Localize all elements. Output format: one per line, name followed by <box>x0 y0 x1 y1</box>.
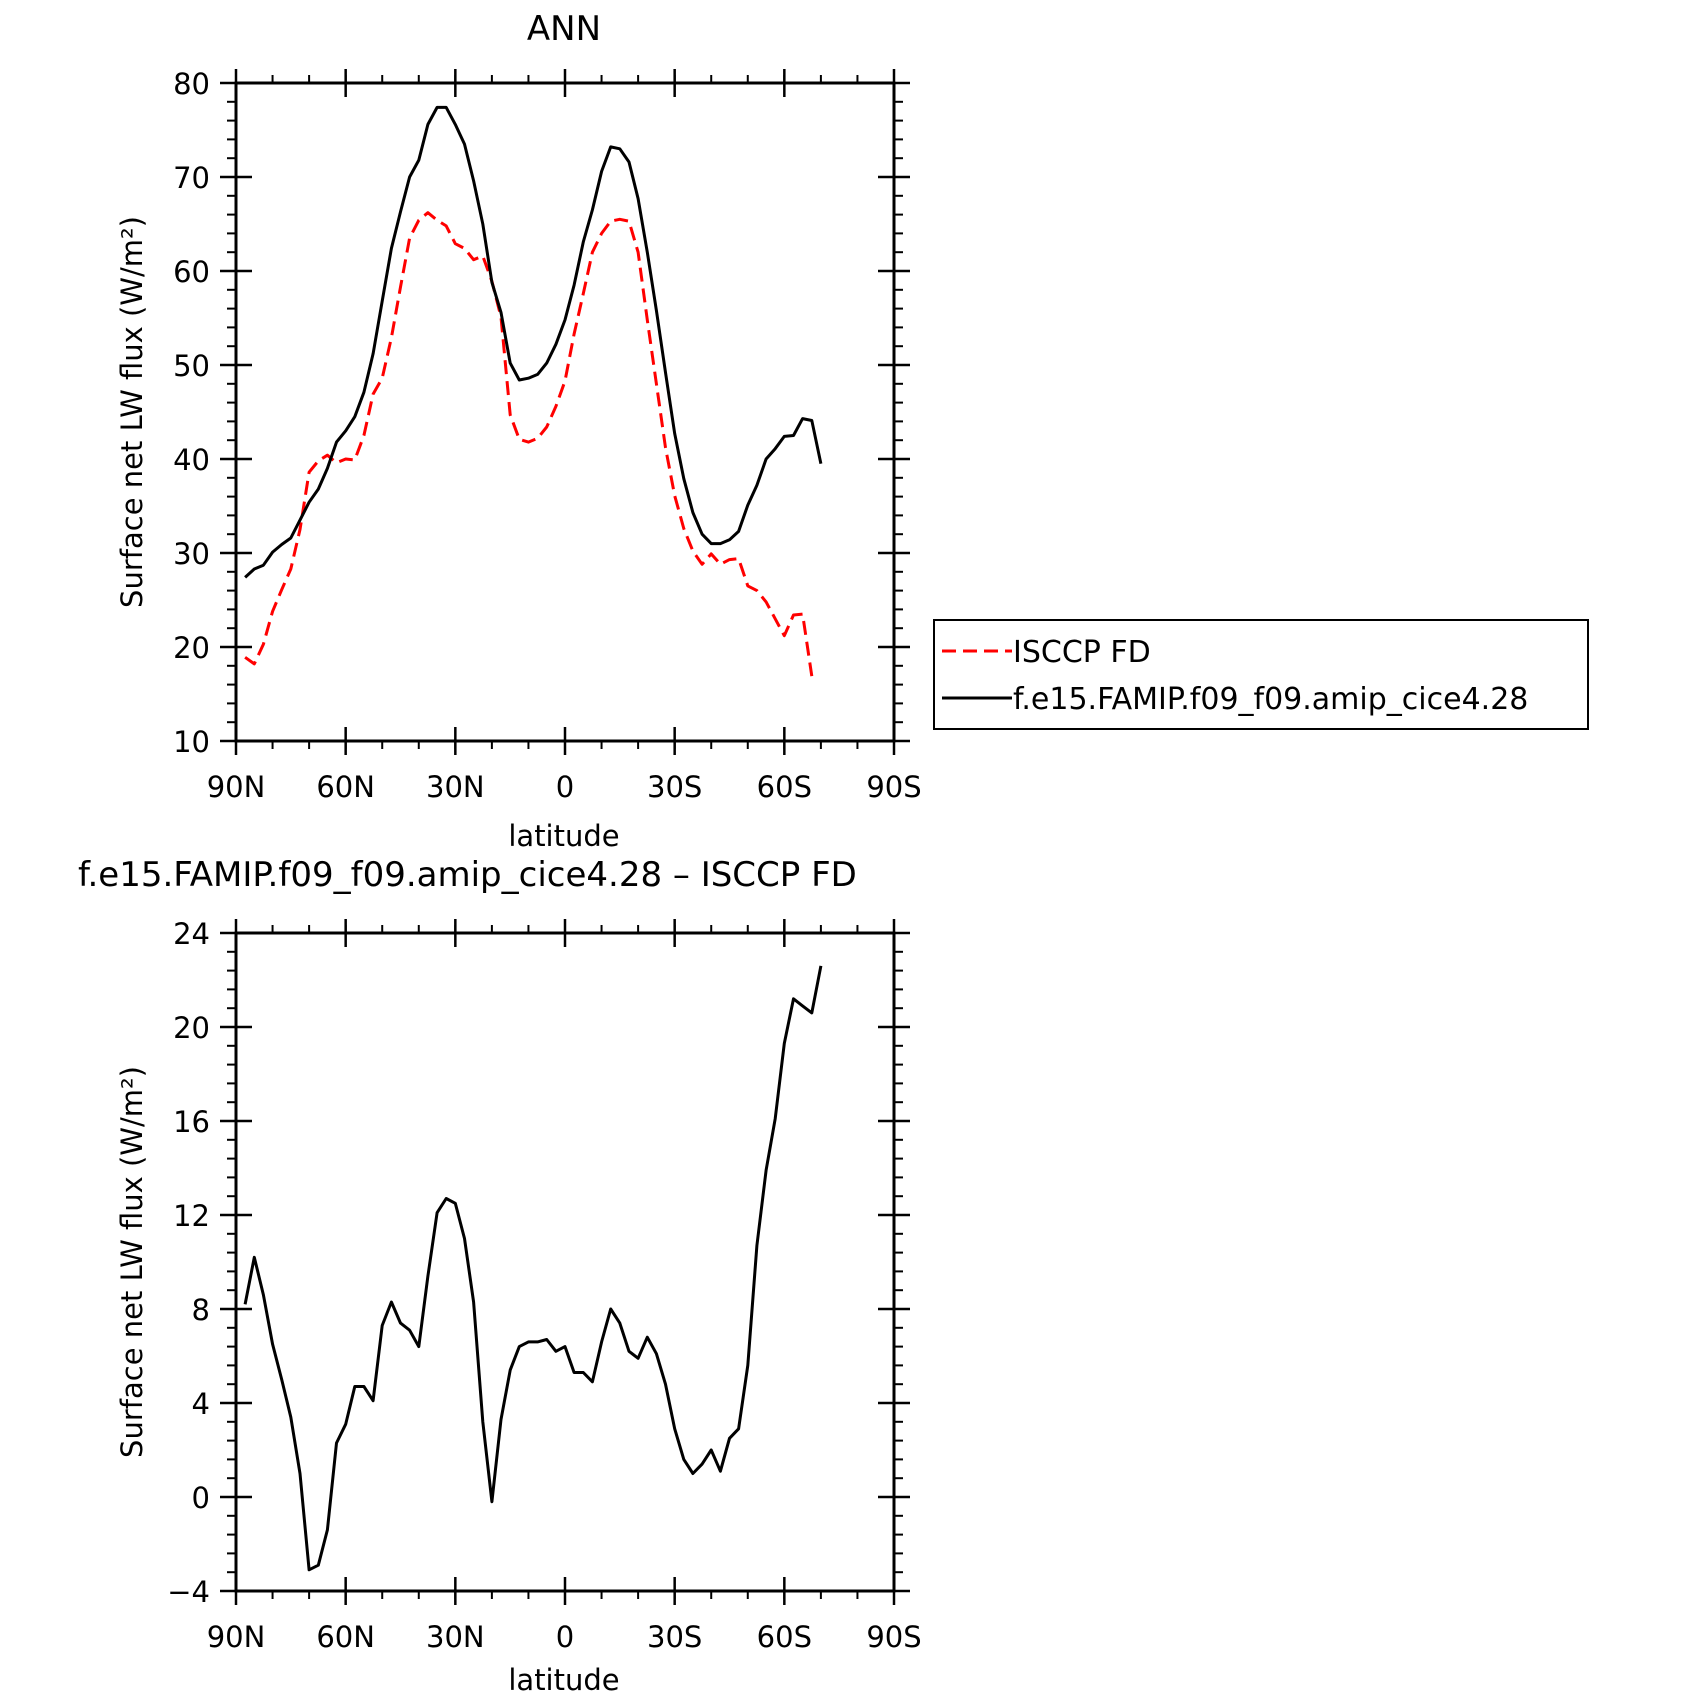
y-tick-label: 0 <box>192 1481 210 1515</box>
legend: ISCCP FD f.e15.FAMIP.f09_f09.amip_cice4.… <box>933 619 1589 730</box>
x-tick-label: 0 <box>556 1620 574 1654</box>
top-panel-title: ANN <box>527 9 601 49</box>
y-tick-label: 50 <box>173 349 210 383</box>
y-tick-label: 10 <box>173 725 210 759</box>
bottom-panel-x-tick-labels: 90N 60N 30N 0 30S 60S 90S <box>207 1620 922 1654</box>
bottom-panel-y-tick-labels: 24 20 16 12 8 4 0 −4 <box>167 917 210 1609</box>
x-tick-label: 0 <box>556 770 574 804</box>
top-panel-x-axis-label: latitude <box>508 819 619 853</box>
y-tick-label: 8 <box>192 1293 210 1327</box>
top-panel-y-axis-label: Surface net LW flux (W/m²) <box>115 216 149 608</box>
y-tick-label: 40 <box>173 443 210 477</box>
y-tick-label: 30 <box>173 537 210 571</box>
x-tick-label: 30N <box>426 1620 485 1654</box>
x-tick-label: 90S <box>866 770 921 804</box>
y-tick-label: 16 <box>173 1105 210 1139</box>
top-panel-series <box>244 105 823 677</box>
y-tick-label: 20 <box>173 631 210 665</box>
y-tick-label: 60 <box>173 255 210 289</box>
bottom-panel-title: f.e15.FAMIP.f09_f09.amip_cice4.28 – ISCC… <box>78 855 857 895</box>
top-panel: ANN 80 70 60 50 40 30 20 10 90N 60N 30N 0 30S 60S 90S… <box>115 9 1589 853</box>
y-tick-label: 24 <box>173 917 210 951</box>
y-tick-label: 4 <box>192 1387 210 1421</box>
x-tick-label: 60N <box>316 1620 375 1654</box>
x-tick-label: 60S <box>757 770 812 804</box>
x-tick-label: 30S <box>647 1620 702 1654</box>
top-panel-y-tick-labels: 80 70 60 50 40 30 20 10 <box>173 67 210 759</box>
legend-box <box>933 619 1589 730</box>
y-tick-label: 20 <box>173 1011 210 1045</box>
x-tick-label: 60N <box>316 770 375 804</box>
x-tick-label: 90N <box>207 770 266 804</box>
bottom-panel-x-axis-label: latitude <box>508 1663 619 1691</box>
bottom-panel-plot-frame <box>234 931 896 1593</box>
x-tick-label: 30S <box>647 770 702 804</box>
y-tick-label: −4 <box>167 1575 210 1609</box>
bottom-panel: f.e15.FAMIP.f09_f09.amip_cice4.28 – ISCC… <box>78 855 922 1691</box>
y-tick-label: 12 <box>173 1199 210 1233</box>
bottom-panel-y-axis-label: Surface net LW flux (W/m²) <box>115 1066 149 1458</box>
difference-series-line-0 <box>243 965 823 1572</box>
top-panel-plot-frame <box>234 81 896 743</box>
legend-label-model: f.e15.FAMIP.f09_f09.amip_cice4.28 <box>1013 682 1528 717</box>
x-tick-label: 60S <box>757 1620 812 1654</box>
x-tick-label: 90S <box>866 1620 921 1654</box>
y-tick-label: 70 <box>173 161 210 195</box>
top-panel-x-tick-labels: 90N 60N 30N 0 30S 60S 90S <box>207 770 922 804</box>
bottom-panel-series <box>243 965 823 1572</box>
series-line-1 <box>244 105 823 579</box>
legend-label-isccp: ISCCP FD <box>1013 635 1151 670</box>
x-tick-label: 90N <box>207 1620 266 1654</box>
series-line-0 <box>244 211 814 677</box>
x-tick-label: 30N <box>426 770 485 804</box>
y-tick-label: 80 <box>173 67 210 101</box>
